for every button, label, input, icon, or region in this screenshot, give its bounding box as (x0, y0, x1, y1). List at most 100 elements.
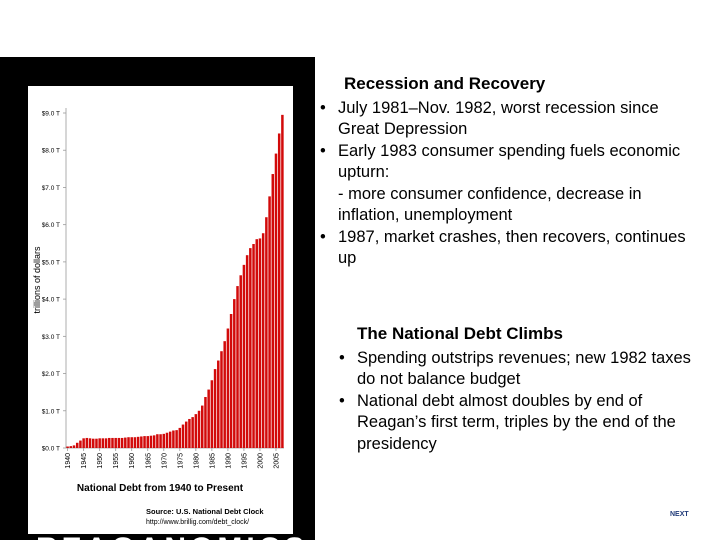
bar (277, 133, 281, 448)
y-axis-label: trillions of dollars (32, 246, 42, 314)
bar (194, 414, 198, 448)
bullet-text: 1987, market crashes, then recovers, con… (338, 227, 686, 268)
bullet-item: Early 1983 consumer spending fuels econo… (318, 141, 688, 227)
x-tick-label: 1975 (177, 453, 184, 469)
x-tick-label: 1995 (241, 453, 248, 469)
bar (229, 314, 233, 448)
bullet-text: Spending outstrips revenues; new 1982 ta… (357, 348, 691, 389)
x-tick-label: 1950 (97, 453, 104, 469)
bar (178, 427, 182, 448)
chart-source-url: http://www.brillig.com/debt_clock/ (146, 519, 249, 526)
bar (156, 434, 159, 448)
text-section: The National Debt Climbs Spending outstri… (337, 323, 702, 455)
bar (245, 255, 249, 448)
bar (159, 434, 162, 448)
bar (101, 438, 105, 448)
bar (104, 438, 108, 448)
bar (95, 438, 98, 448)
bar (75, 442, 79, 448)
bullet-list: Spending outstrips revenues; new 1982 ta… (337, 348, 702, 456)
bar (281, 114, 284, 448)
bar (204, 397, 207, 448)
bullet-list: July 1981–Nov. 1982, worst recession sin… (318, 98, 688, 270)
x-tick-label: 1990 (225, 453, 232, 469)
bar (210, 380, 214, 448)
bar (271, 174, 275, 449)
bar (91, 438, 95, 448)
chart-source: Source: U.S. National Debt Clock (146, 507, 264, 516)
bar (88, 438, 92, 448)
bar (140, 436, 143, 448)
bar (236, 286, 239, 448)
x-tick-label: 2000 (257, 453, 264, 469)
bar (130, 437, 133, 448)
bullet-item: July 1981–Nov. 1982, worst recession sin… (318, 98, 688, 141)
bullet-item: National debt almost doubles by end of R… (337, 391, 702, 456)
section-heading: The National Debt Climbs (357, 324, 563, 343)
y-tick-label: $8.0 T (42, 148, 60, 155)
chart-title: National Debt from 1940 to Present (77, 483, 244, 494)
bar (146, 436, 150, 448)
bar (223, 341, 226, 448)
y-tick-label: $6.0 T (42, 222, 60, 229)
bar (233, 299, 236, 448)
text-section: Recession and Recovery July 1981–Nov. 198… (318, 73, 688, 270)
bar (66, 446, 69, 448)
bar (249, 248, 252, 448)
y-tick-label: $7.0 T (42, 185, 60, 192)
y-tick-label: $1.0 T (42, 408, 60, 415)
bar (175, 430, 178, 448)
bar (172, 430, 175, 448)
bar (124, 437, 127, 448)
bullet-item: 1987, market crashes, then recovers, con… (318, 227, 688, 270)
bar (242, 264, 246, 448)
bar (207, 389, 210, 448)
bar (72, 445, 76, 448)
x-tick-label: 1965 (145, 453, 152, 469)
x-tick-label: 1945 (81, 453, 88, 469)
bar (258, 238, 262, 448)
y-tick-label: $9.0 T (42, 111, 60, 118)
bar (239, 275, 242, 448)
bar (252, 244, 255, 448)
bar (127, 437, 130, 448)
y-tick-label: $4.0 T (42, 297, 60, 304)
bar (274, 153, 278, 449)
bar (220, 351, 223, 448)
x-tick-label: 1940 (65, 453, 72, 469)
bar (120, 437, 124, 448)
bullet-subtext: - more consumer confidence, decrease in … (338, 184, 642, 225)
y-tick-label: $5.0 T (42, 259, 60, 266)
bar (108, 437, 111, 448)
bar (168, 431, 172, 448)
bullet-item: Spending outstrips revenues; new 1982 ta… (337, 348, 702, 391)
bar (261, 233, 265, 448)
section-heading: Recession and Recovery (344, 74, 546, 93)
bar (69, 446, 73, 448)
bar (200, 405, 204, 448)
bar (255, 239, 259, 448)
bar (79, 440, 82, 448)
y-tick-label: $2.0 T (42, 371, 60, 378)
bar (197, 410, 201, 448)
chart: National Debt from 1940 to Present Sourc… (28, 86, 308, 540)
next-button[interactable]: NEXT (670, 511, 689, 518)
bullet-text: July 1981–Nov. 1982, worst recession sin… (338, 98, 659, 139)
bar (265, 217, 268, 448)
bar (213, 369, 217, 448)
bar (184, 421, 188, 448)
slide-banner: REAGANOMICS (36, 532, 308, 540)
bar (191, 417, 194, 448)
bar (217, 360, 220, 448)
x-tick-label: 1960 (129, 453, 136, 469)
bar (162, 433, 166, 448)
bar (136, 436, 140, 448)
bar (165, 432, 169, 448)
bullet-text: National debt almost doubles by end of R… (357, 391, 676, 453)
x-tick-label: 1955 (113, 453, 120, 469)
x-tick-label: 1980 (193, 453, 200, 469)
y-tick-label: $0.0 T (42, 446, 60, 453)
bar (226, 328, 230, 448)
x-tick-label: 2005 (273, 453, 280, 469)
bar (111, 437, 114, 448)
